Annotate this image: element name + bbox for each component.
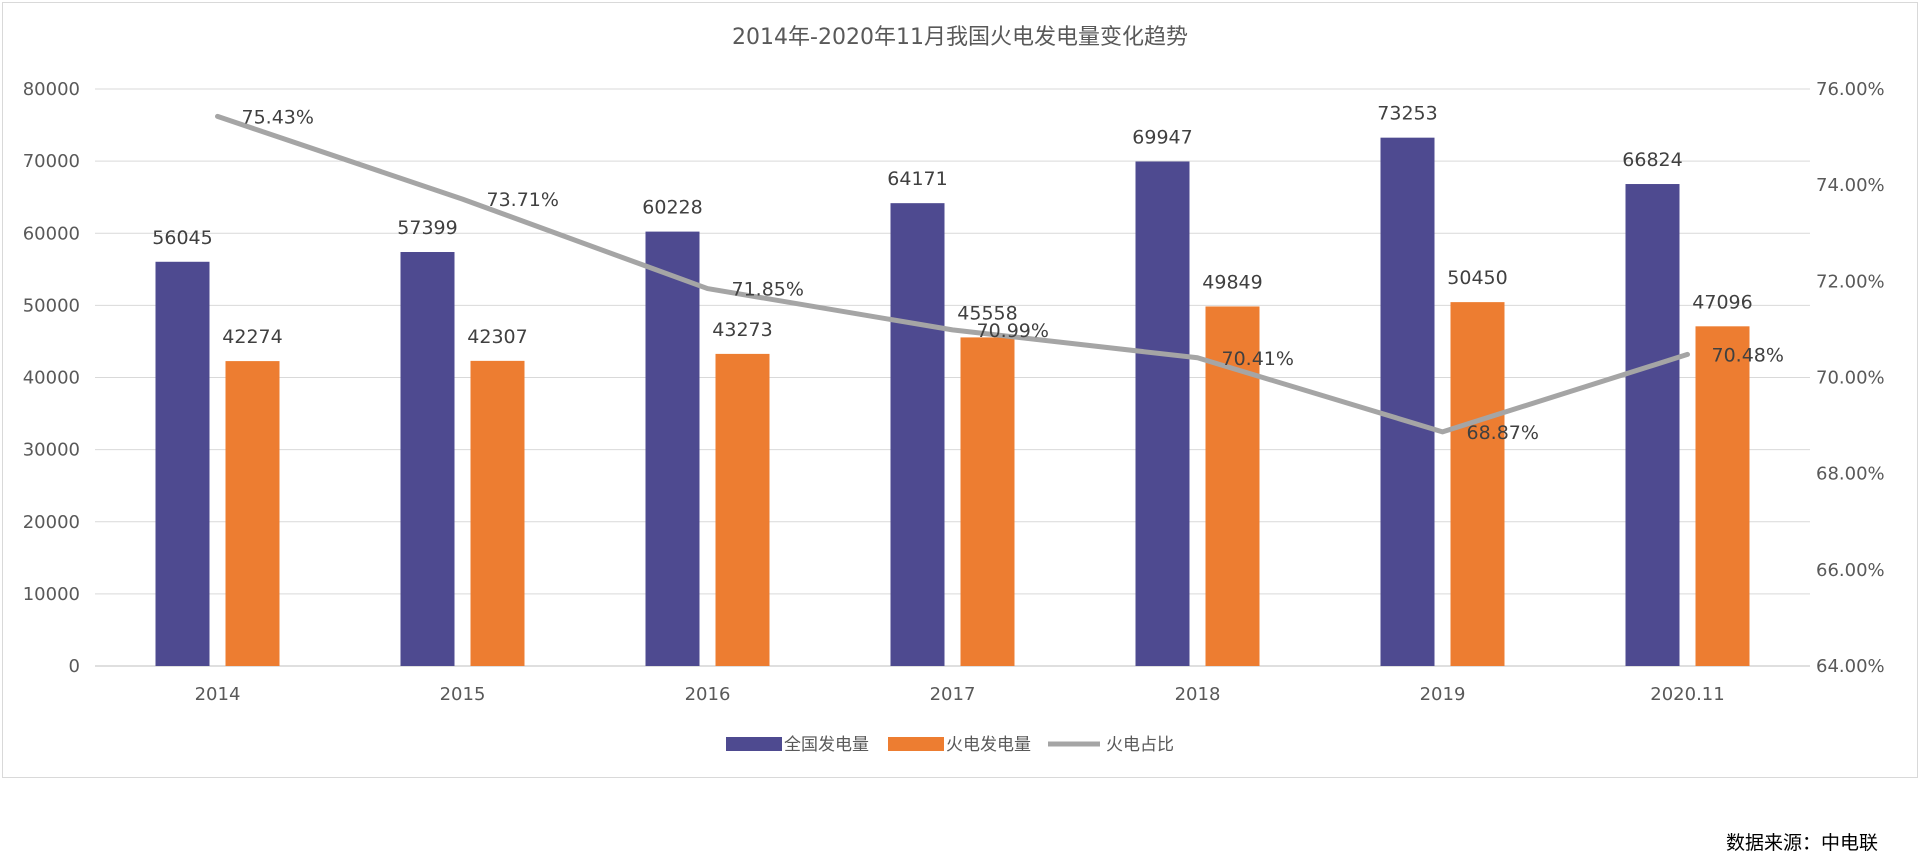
x-tick-label: 2017 [930,684,976,705]
share-line-label: 73.71% [487,189,559,211]
bar-thermal [470,360,525,666]
x-tick-label: 2018 [1175,684,1221,705]
bar-total-label: 66824 [1622,149,1682,171]
y-left-tick-label: 50000 [23,295,80,316]
chart-frame [2,2,1918,778]
bar-thermal-label: 45558 [957,302,1017,324]
y-left-tick-label: 40000 [23,368,80,389]
bar-total [400,252,455,667]
share-line-label: 70.99% [977,320,1049,342]
bar-total [1625,184,1680,666]
bar-total-label: 64171 [887,168,947,190]
legend-swatch-total [726,737,782,751]
y-left-tick-label: 10000 [23,584,80,605]
bar-thermal [960,337,1015,666]
y-right-tick-label: 74.00% [1816,175,1885,196]
bar-thermal-label: 42274 [222,326,282,348]
legend-label-total: 全国发电量 [784,735,869,755]
bar-thermal [225,361,280,666]
y-right-tick-label: 76.00% [1816,79,1885,100]
chart-svg: 2014年-2020年11月我国火电发电量变化趋势 56045 42274 5739… [23,25,1885,755]
legend: 全国发电量 火电发电量 火电占比 [726,735,1174,755]
data-labels: 56045 42274 57399 42307 60228 43273 64171 45558… [152,103,1784,444]
source-note: 数据来源：中电联 [1725,832,1878,854]
bar-thermal-label: 49849 [1202,271,1262,293]
axes: 0 10000 20000 30000 40000 50000 60000 70000 8000… [23,79,1885,705]
bar-total-label: 69947 [1132,127,1192,149]
legend-swatch-thermal [888,737,944,751]
share-line-path [215,113,1690,435]
y-left-tick-label: 0 [69,656,80,677]
bar-total [645,231,700,667]
bar-total [890,203,945,666]
x-tick-label: 2020.11 [1650,684,1724,705]
y-right-tick-label: 72.00% [1816,271,1885,292]
share-line-label: 71.85% [732,279,804,301]
share-line-label: 75.43% [242,106,314,128]
y-left-tick-label: 60000 [23,223,80,244]
share-line [215,113,1690,435]
y-left-tick-label: 20000 [23,512,80,533]
x-tick-label: 2015 [440,684,486,705]
share-line-label: 70.41% [1222,348,1294,370]
bar-total-label: 56045 [152,227,212,249]
share-line-label: 70.48% [1712,344,1784,366]
bar-total [1135,161,1190,666]
bar-total [155,261,210,666]
x-tick-label: 2019 [1420,684,1466,705]
y-left-tick-label: 80000 [23,79,80,100]
bars [155,137,1750,667]
bar-thermal-label: 47096 [1692,291,1752,313]
bar-thermal [1695,326,1750,666]
bar-thermal [715,353,770,666]
bar-thermal-label: 42307 [467,326,527,348]
bar-thermal [1450,302,1505,666]
x-tick-label: 2016 [685,684,731,705]
grid-lines [95,88,1810,667]
y-right-tick-label: 66.00% [1816,560,1885,581]
share-line-label: 68.87% [1467,422,1539,444]
legend-label-thermal: 火电发电量 [946,735,1031,755]
bar-total-label: 73253 [1377,103,1437,125]
bar-thermal-label: 43273 [712,319,772,341]
y-left-tick-label: 30000 [23,440,80,461]
bar-total-label: 60228 [642,197,702,219]
y-right-tick-label: 70.00% [1816,368,1885,389]
bar-total [1380,137,1435,667]
y-left-tick-label: 70000 [23,151,80,172]
y-right-tick-label: 64.00% [1816,656,1885,677]
chart-title: 2014年-2020年11月我国火电发电量变化趋势 [732,25,1188,50]
x-tick-label: 2014 [195,684,241,705]
bar-thermal-label: 50450 [1447,267,1507,289]
bar-total-label: 57399 [397,217,457,239]
legend-label-share: 火电占比 [1106,735,1174,755]
y-right-tick-label: 68.00% [1816,464,1885,485]
